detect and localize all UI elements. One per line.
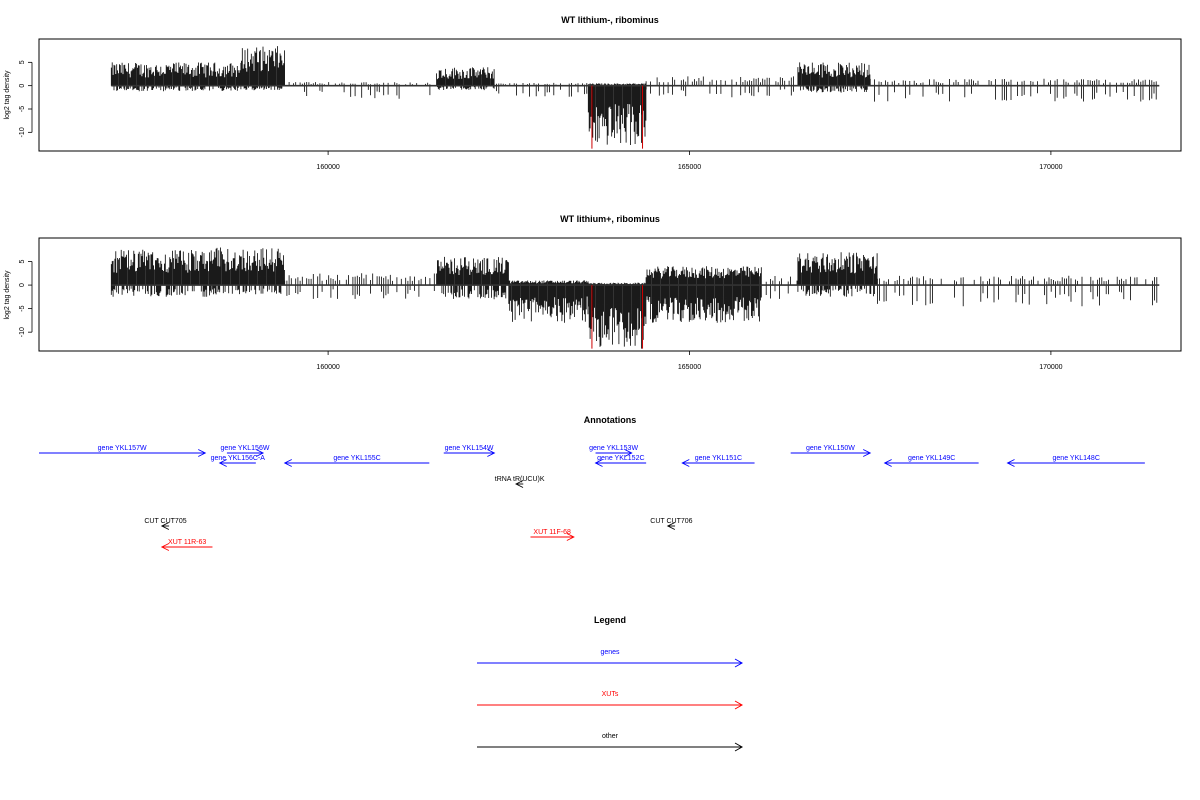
feature-label: gene YKL156W bbox=[221, 445, 270, 452]
y-axis-label: log2 tag density bbox=[4, 270, 11, 320]
feature-gene: gene YKL157W bbox=[39, 445, 207, 457]
y-axis-label: log2 tag density bbox=[4, 70, 11, 120]
feature-xut: XUT 11F-68 bbox=[530, 529, 575, 541]
plot-frame bbox=[38, 237, 1182, 352]
feature-list: gene YKL157W gene YKL156W gene YKL156C-A ge… bbox=[39, 445, 1145, 551]
strand-arrowhead bbox=[594, 459, 603, 467]
feature-label: gene YKL155C bbox=[333, 455, 380, 462]
legend-arrowhead bbox=[734, 742, 744, 752]
strand-arrowhead bbox=[160, 522, 170, 530]
panel-title: WT lithium-, ribominus bbox=[561, 15, 659, 25]
feature-gene: gene YKL151C bbox=[681, 455, 755, 467]
strand-arrowhead bbox=[666, 522, 676, 530]
legend-arrowhead bbox=[734, 658, 744, 668]
feature-label: gene YKL148C bbox=[1053, 455, 1100, 462]
feature-label: gene YKL150W bbox=[806, 445, 855, 452]
plot-frame bbox=[38, 38, 1182, 152]
feature-label: CUT CUT706 bbox=[650, 518, 692, 525]
x-tick-label: 170000 bbox=[1039, 164, 1062, 171]
feature-label: tRNA tR(UCU)K bbox=[495, 476, 545, 483]
density-panel-lithium-plus: WT lithium+, ribominus 5 0 -5 -10 160000 165… bbox=[4, 214, 1182, 371]
feature-gene: gene YKL156C-A bbox=[211, 455, 266, 467]
feature-label: gene YKL153W bbox=[589, 445, 638, 452]
x-tick-label: 160000 bbox=[316, 364, 339, 371]
highlight-region bbox=[591, 85, 644, 149]
feature-label: gene YKL152C bbox=[597, 455, 644, 462]
y-tick-label: 5 bbox=[19, 259, 26, 263]
density-bars-path bbox=[110, 247, 1158, 349]
y-axis: 5 0 -5 -10 bbox=[19, 60, 33, 137]
density-bars bbox=[110, 46, 1160, 145]
x-tick-label: 170000 bbox=[1039, 364, 1062, 371]
highlight-region bbox=[591, 285, 644, 349]
annotations-track: Annotations gene YKL157W gene YKL156Wgene… bbox=[39, 415, 1145, 551]
strand-arrowhead bbox=[624, 449, 633, 457]
legend: Legend genes XUTs other bbox=[477, 615, 744, 752]
feature-gene: gene YKL156W bbox=[221, 445, 270, 457]
strand-arrowhead bbox=[1006, 459, 1015, 467]
strand-arrowhead bbox=[681, 459, 690, 467]
strand-arrowhead bbox=[283, 459, 292, 467]
x-tick-label: 165000 bbox=[678, 164, 701, 171]
feature-other: CUT CUT705 bbox=[144, 518, 187, 530]
density-panel-lithium-minus: WT lithium-, ribominus 5 0 -5 -10 160000 165… bbox=[4, 15, 1182, 171]
x-tick-label: 160000 bbox=[316, 164, 339, 171]
feature-label: gene YKL156C-A bbox=[211, 455, 266, 462]
legend-item-genes: genes bbox=[477, 649, 744, 668]
y-tick-label: 0 bbox=[19, 84, 26, 88]
strand-arrowhead bbox=[566, 533, 575, 541]
legend-label: other bbox=[602, 733, 619, 740]
feature-label: gene YKL149C bbox=[908, 455, 955, 462]
strand-arrowhead bbox=[487, 449, 496, 457]
strand-arrowhead bbox=[218, 459, 227, 467]
feature-gene: gene YKL152C bbox=[594, 455, 647, 467]
y-axis: 5 0 -5 -10 bbox=[19, 259, 33, 337]
legend-item-xuts: XUTs bbox=[477, 691, 744, 710]
panel-title: WT lithium+, ribominus bbox=[560, 214, 660, 224]
annotations-title: Annotations bbox=[584, 415, 637, 425]
y-tick-label: -5 bbox=[19, 106, 26, 112]
feature-gene: gene YKL149C bbox=[883, 455, 979, 467]
strand-arrowhead bbox=[198, 449, 207, 457]
density-bars-path bbox=[110, 46, 1157, 145]
y-tick-label: 0 bbox=[19, 283, 26, 287]
feature-label: gene YKL157W bbox=[98, 445, 147, 452]
strand-arrowhead bbox=[160, 543, 170, 551]
strand-arrowhead bbox=[883, 459, 892, 467]
feature-other: tRNA tR(UCU)K bbox=[495, 476, 545, 488]
feature-label: XUT 11F-68 bbox=[533, 529, 571, 536]
density-bars bbox=[110, 247, 1160, 349]
legend-title: Legend bbox=[594, 615, 626, 625]
x-tick-label: 165000 bbox=[678, 364, 701, 371]
feature-label: XUT 11R-63 bbox=[168, 539, 206, 546]
feature-gene: gene YKL153W bbox=[589, 445, 638, 457]
legend-label: XUTs bbox=[602, 691, 619, 698]
feature-label: CUT CUT705 bbox=[144, 518, 186, 525]
y-tick-label: -10 bbox=[19, 127, 26, 137]
feature-gene: gene YKL155C bbox=[283, 455, 430, 467]
strand-arrowhead bbox=[515, 480, 524, 488]
feature-label: gene YKL151C bbox=[695, 455, 742, 462]
strand-arrowhead bbox=[255, 449, 265, 457]
feature-other: CUT CUT706 bbox=[650, 518, 693, 530]
y-tick-label: -5 bbox=[19, 305, 26, 311]
y-tick-label: 5 bbox=[19, 60, 26, 64]
y-tick-label: -10 bbox=[19, 327, 26, 337]
x-axis: 160000 165000 170000 bbox=[316, 151, 1063, 171]
legend-item-other: other bbox=[477, 733, 744, 752]
strand-arrowhead bbox=[863, 449, 872, 457]
feature-gene: gene YKL150W bbox=[790, 445, 872, 457]
feature-gene: gene YKL148C bbox=[1006, 455, 1145, 467]
x-axis: 160000 165000 170000 bbox=[316, 351, 1063, 371]
feature-label: gene YKL154W bbox=[445, 445, 494, 452]
feature-gene: gene YKL154W bbox=[443, 445, 496, 457]
legend-arrowhead bbox=[734, 700, 744, 710]
legend-label: genes bbox=[600, 649, 620, 656]
legend-items: genes XUTs other bbox=[477, 649, 744, 752]
feature-xut: XUT 11R-63 bbox=[160, 539, 213, 551]
